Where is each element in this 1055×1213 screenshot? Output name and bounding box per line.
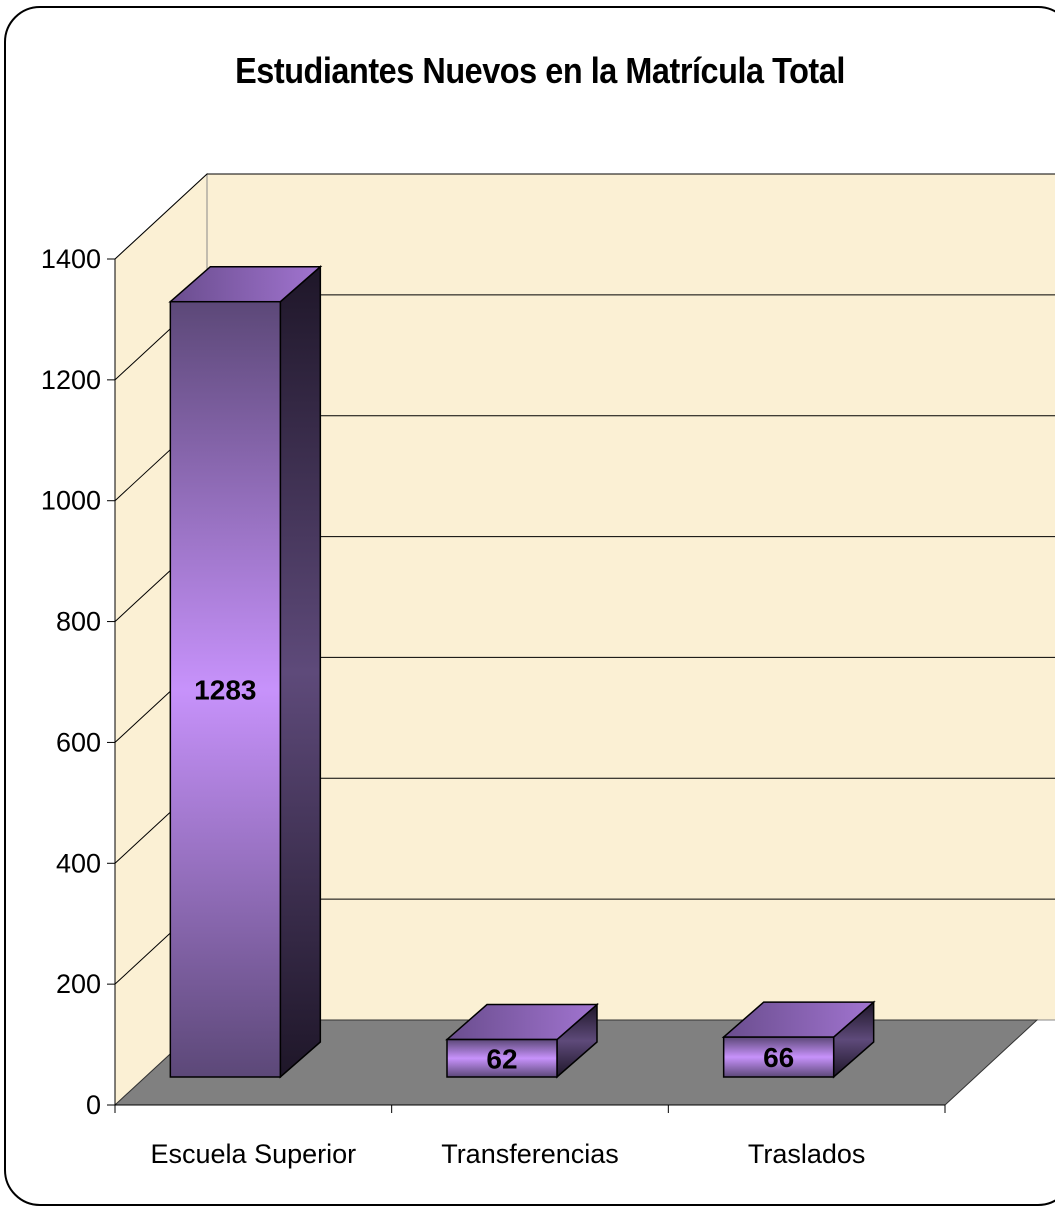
y-tick-label: 1000	[41, 486, 101, 516]
bar-face	[446, 1038, 558, 1078]
y-tick-label: 0	[86, 1090, 101, 1120]
bars: 1283 62 66	[168, 265, 876, 1079]
bar: 1283	[168, 265, 323, 1079]
chart-title: Estudiantes Nuevos en la Matrícula Total	[235, 50, 845, 91]
bar-side	[279, 265, 322, 1079]
back-wall	[206, 173, 1055, 1021]
data-label: 66	[763, 1042, 794, 1073]
data-label: 1283	[194, 674, 256, 705]
bar-face	[722, 1036, 835, 1078]
y-tick-label: 400	[56, 848, 101, 878]
y-tick-label: 200	[56, 969, 101, 999]
bar-face	[169, 300, 282, 1078]
y-tick-label: 600	[56, 727, 101, 757]
x-tick-label: Escuela Superior	[151, 1139, 357, 1169]
y-tick-label: 1200	[41, 365, 101, 395]
gridline	[114, 173, 1055, 260]
axes: 0 200 400 600 800 1000 1200 1400 Escuela Superio…	[41, 244, 946, 1169]
bar: 62	[445, 1002, 599, 1079]
y-tick-label: 1400	[41, 244, 101, 274]
y-tick-label: 800	[56, 607, 101, 637]
x-tick-label: Traslados	[748, 1139, 866, 1169]
data-label: 62	[486, 1043, 517, 1074]
bar: 66	[721, 1000, 876, 1079]
x-tick-label: Transferencias	[441, 1139, 619, 1169]
